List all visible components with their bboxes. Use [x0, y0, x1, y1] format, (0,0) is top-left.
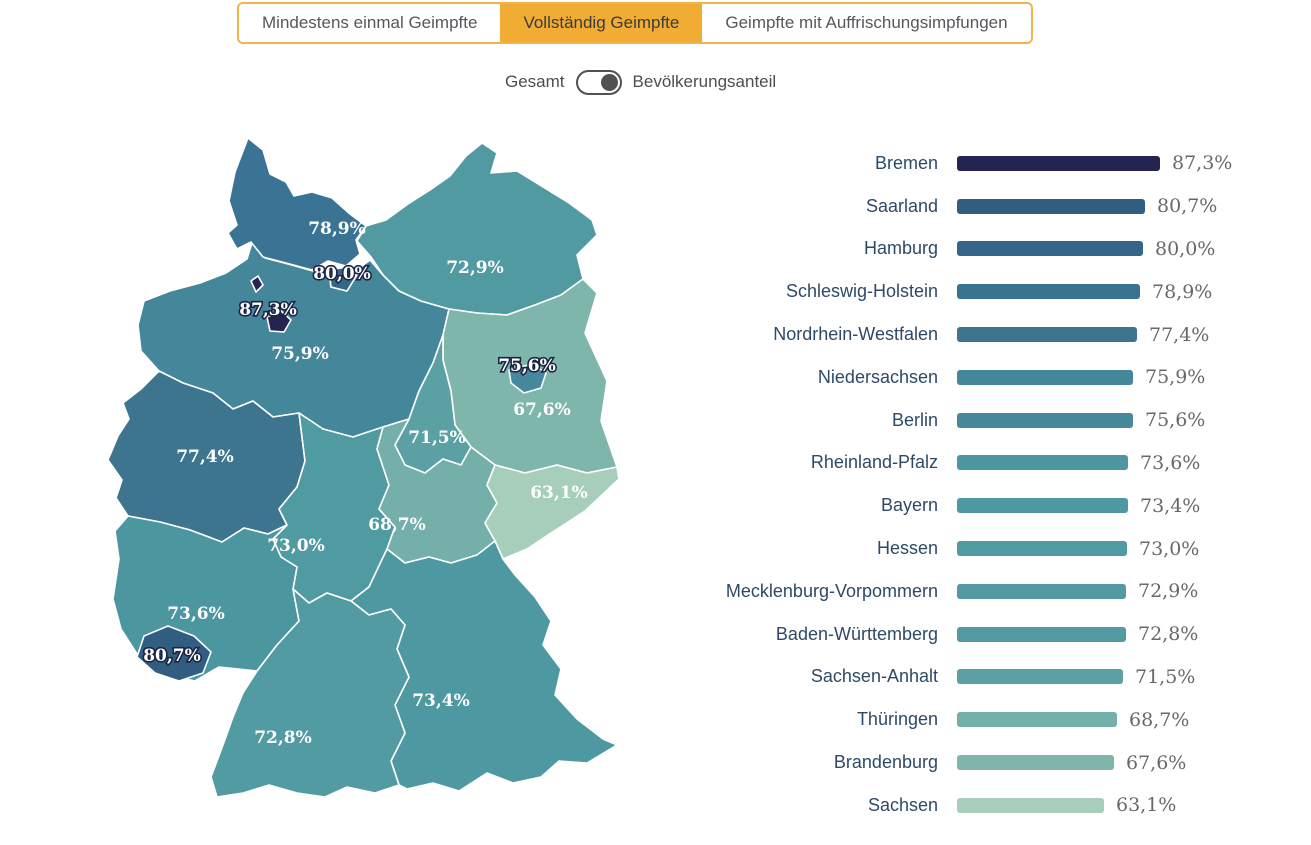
state-name-label: Saarland: [865, 195, 938, 216]
bar-row: Baden-Württemberg 72,8%: [700, 613, 1300, 656]
state-name-label: Rheinland-Pfalz: [810, 452, 938, 473]
bar-value-label: 80,7%: [1157, 195, 1218, 218]
toggle-label-bevoelkerungsanteil: Bevölkerungsanteil: [632, 72, 777, 91]
bar-row: Hessen 73,0%: [700, 527, 1300, 570]
vaccination-status-tabs: Mindestens einmal Geimpfte Vollständig G…: [237, 2, 1033, 44]
bar[interactable]: [957, 198, 1145, 214]
germany-choropleth-map: 78,9% 72,9% 80,0% 87,3% 75,9% 75,6% 67,6…: [100, 130, 660, 840]
bar[interactable]: [957, 669, 1123, 685]
bar[interactable]: [957, 755, 1114, 771]
display-mode-toggle-row: Gesamt Bevölkerungsanteil: [505, 68, 776, 96]
gesamt-bevoelkerungsanteil-switch[interactable]: [575, 69, 622, 95]
bar-row: Mecklenburg-Vorpommern 72,9%: [700, 570, 1300, 613]
bar-value-label: 67,6%: [1126, 751, 1187, 774]
state-name-label: Berlin: [891, 409, 938, 430]
bar-row: Saarland 80,7%: [700, 185, 1300, 228]
state-name-label: Sachsen-Anhalt: [810, 666, 938, 687]
tab-mindestens-einmal-geimpfte[interactable]: Mindestens einmal Geimpfte: [239, 4, 501, 42]
bar-value-label: 73,0%: [1139, 537, 1200, 560]
map-state-saarland[interactable]: [136, 625, 212, 682]
bar-value-label: 80,0%: [1155, 237, 1216, 260]
map-state-bremen-bremerhaven[interactable]: [250, 275, 264, 293]
bar-row: Bremen 87,3%: [700, 142, 1300, 185]
bar[interactable]: [957, 455, 1128, 471]
bar-value-label: 71,5%: [1135, 665, 1196, 688]
bar[interactable]: [957, 498, 1128, 514]
bar-value-label: 87,3%: [1172, 152, 1233, 175]
map-state-hamburg[interactable]: [328, 266, 356, 292]
state-name-label: Nordrhein-Westfalen: [773, 324, 938, 345]
switch-knob-icon: [600, 73, 618, 91]
state-name-label: Schleswig-Holstein: [785, 281, 938, 302]
bar[interactable]: [957, 712, 1117, 728]
state-vaccination-bar-chart: Bremen 87,3% Saarland 80,7% Hamburg 80,0% Schl…: [700, 142, 1300, 827]
tab-vollstaendig-geimpfte[interactable]: Vollständig Geimpfte: [500, 4, 703, 42]
bar[interactable]: [957, 412, 1133, 428]
bar-row: Berlin 75,6%: [700, 399, 1300, 442]
bar-row: Hamburg 80,0%: [700, 228, 1300, 271]
bar-value-label: 73,4%: [1140, 494, 1201, 517]
map-state-berlin[interactable]: [508, 363, 547, 394]
bar-value-label: 75,6%: [1145, 409, 1206, 432]
bar-value-label: 72,9%: [1138, 580, 1199, 603]
state-name-label: Sachsen: [867, 794, 938, 815]
bar[interactable]: [957, 541, 1127, 557]
bar[interactable]: [957, 327, 1137, 343]
bar-value-label: 72,8%: [1138, 623, 1199, 646]
bar[interactable]: [957, 241, 1143, 257]
state-name-label: Hessen: [876, 538, 938, 559]
bar-row: Rheinland-Pfalz 73,6%: [700, 442, 1300, 485]
bar-value-label: 63,1%: [1116, 794, 1177, 817]
bar-row: Niedersachsen 75,9%: [700, 356, 1300, 399]
bar-row: Sachsen 63,1%: [700, 784, 1300, 827]
state-name-label: Thüringen: [856, 709, 938, 730]
bar-value-label: 78,9%: [1152, 280, 1213, 303]
state-name-label: Baden-Württemberg: [775, 623, 938, 644]
state-name-label: Bremen: [874, 152, 938, 173]
bar-value-label: 77,4%: [1149, 323, 1210, 346]
bar-row: Sachsen-Anhalt 71,5%: [700, 656, 1300, 699]
bar-row: Schleswig-Holstein 78,9%: [700, 270, 1300, 313]
state-name-label: Mecklenburg-Vorpommern: [725, 580, 938, 601]
map-state-mecklenburg-vorpommern[interactable]: [356, 142, 598, 316]
bar-value-label: 75,9%: [1145, 366, 1206, 389]
bar-row: Brandenburg 67,6%: [700, 741, 1300, 784]
bar[interactable]: [957, 369, 1133, 385]
map-state-schleswig-holstein[interactable]: [227, 137, 367, 271]
bar-row: Bayern 73,4%: [700, 484, 1300, 527]
bar-row: Nordrhein-Westfalen 77,4%: [700, 313, 1300, 356]
bar-value-label: 68,7%: [1129, 708, 1190, 731]
bar[interactable]: [957, 626, 1126, 642]
bar[interactable]: [957, 155, 1160, 171]
map-state-baden-wuerttemberg[interactable]: [210, 588, 410, 798]
map-state-sachsen[interactable]: [484, 464, 620, 560]
map-state-bremen[interactable]: [266, 310, 292, 333]
bar[interactable]: [957, 797, 1104, 813]
toggle-label-gesamt: Gesamt: [505, 72, 565, 91]
state-name-label: Bayern: [880, 495, 938, 516]
bar[interactable]: [957, 583, 1126, 599]
bar[interactable]: [957, 284, 1140, 300]
state-name-label: Niedersachsen: [817, 366, 938, 387]
state-name-label: Hamburg: [863, 238, 938, 259]
tab-geimpfte-mit-auffrischungsimpfungen[interactable]: Geimpfte mit Auffrischungsimpfungen: [702, 4, 1031, 42]
bar-value-label: 73,6%: [1140, 451, 1201, 474]
bar-row: Thüringen 68,7%: [700, 698, 1300, 741]
state-name-label: Brandenburg: [833, 752, 938, 773]
